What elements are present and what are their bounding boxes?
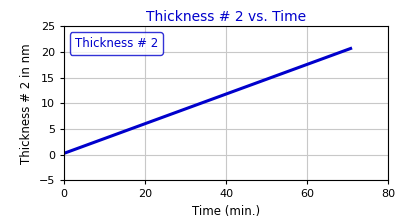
Thickness # 2 [321,57,326,60]
X-axis label: Time (min.): Time (min.) [192,205,260,218]
Thickness # 2 [62,152,66,155]
Thickness # 2 [348,47,353,50]
Title: Thickness # 2 vs. Time: Thickness # 2 vs. Time [146,10,306,24]
Thickness # 2 [231,90,236,93]
Thickness # 2 [62,152,67,154]
Thickness # 2 [303,64,308,66]
Y-axis label: Thickness # 2 in nm: Thickness # 2 in nm [20,43,33,164]
Line: Thickness # 2: Thickness # 2 [64,48,351,153]
Thickness # 2 [232,90,237,92]
Legend: Thickness # 2: Thickness # 2 [70,32,162,55]
Thickness # 2 [237,88,242,90]
